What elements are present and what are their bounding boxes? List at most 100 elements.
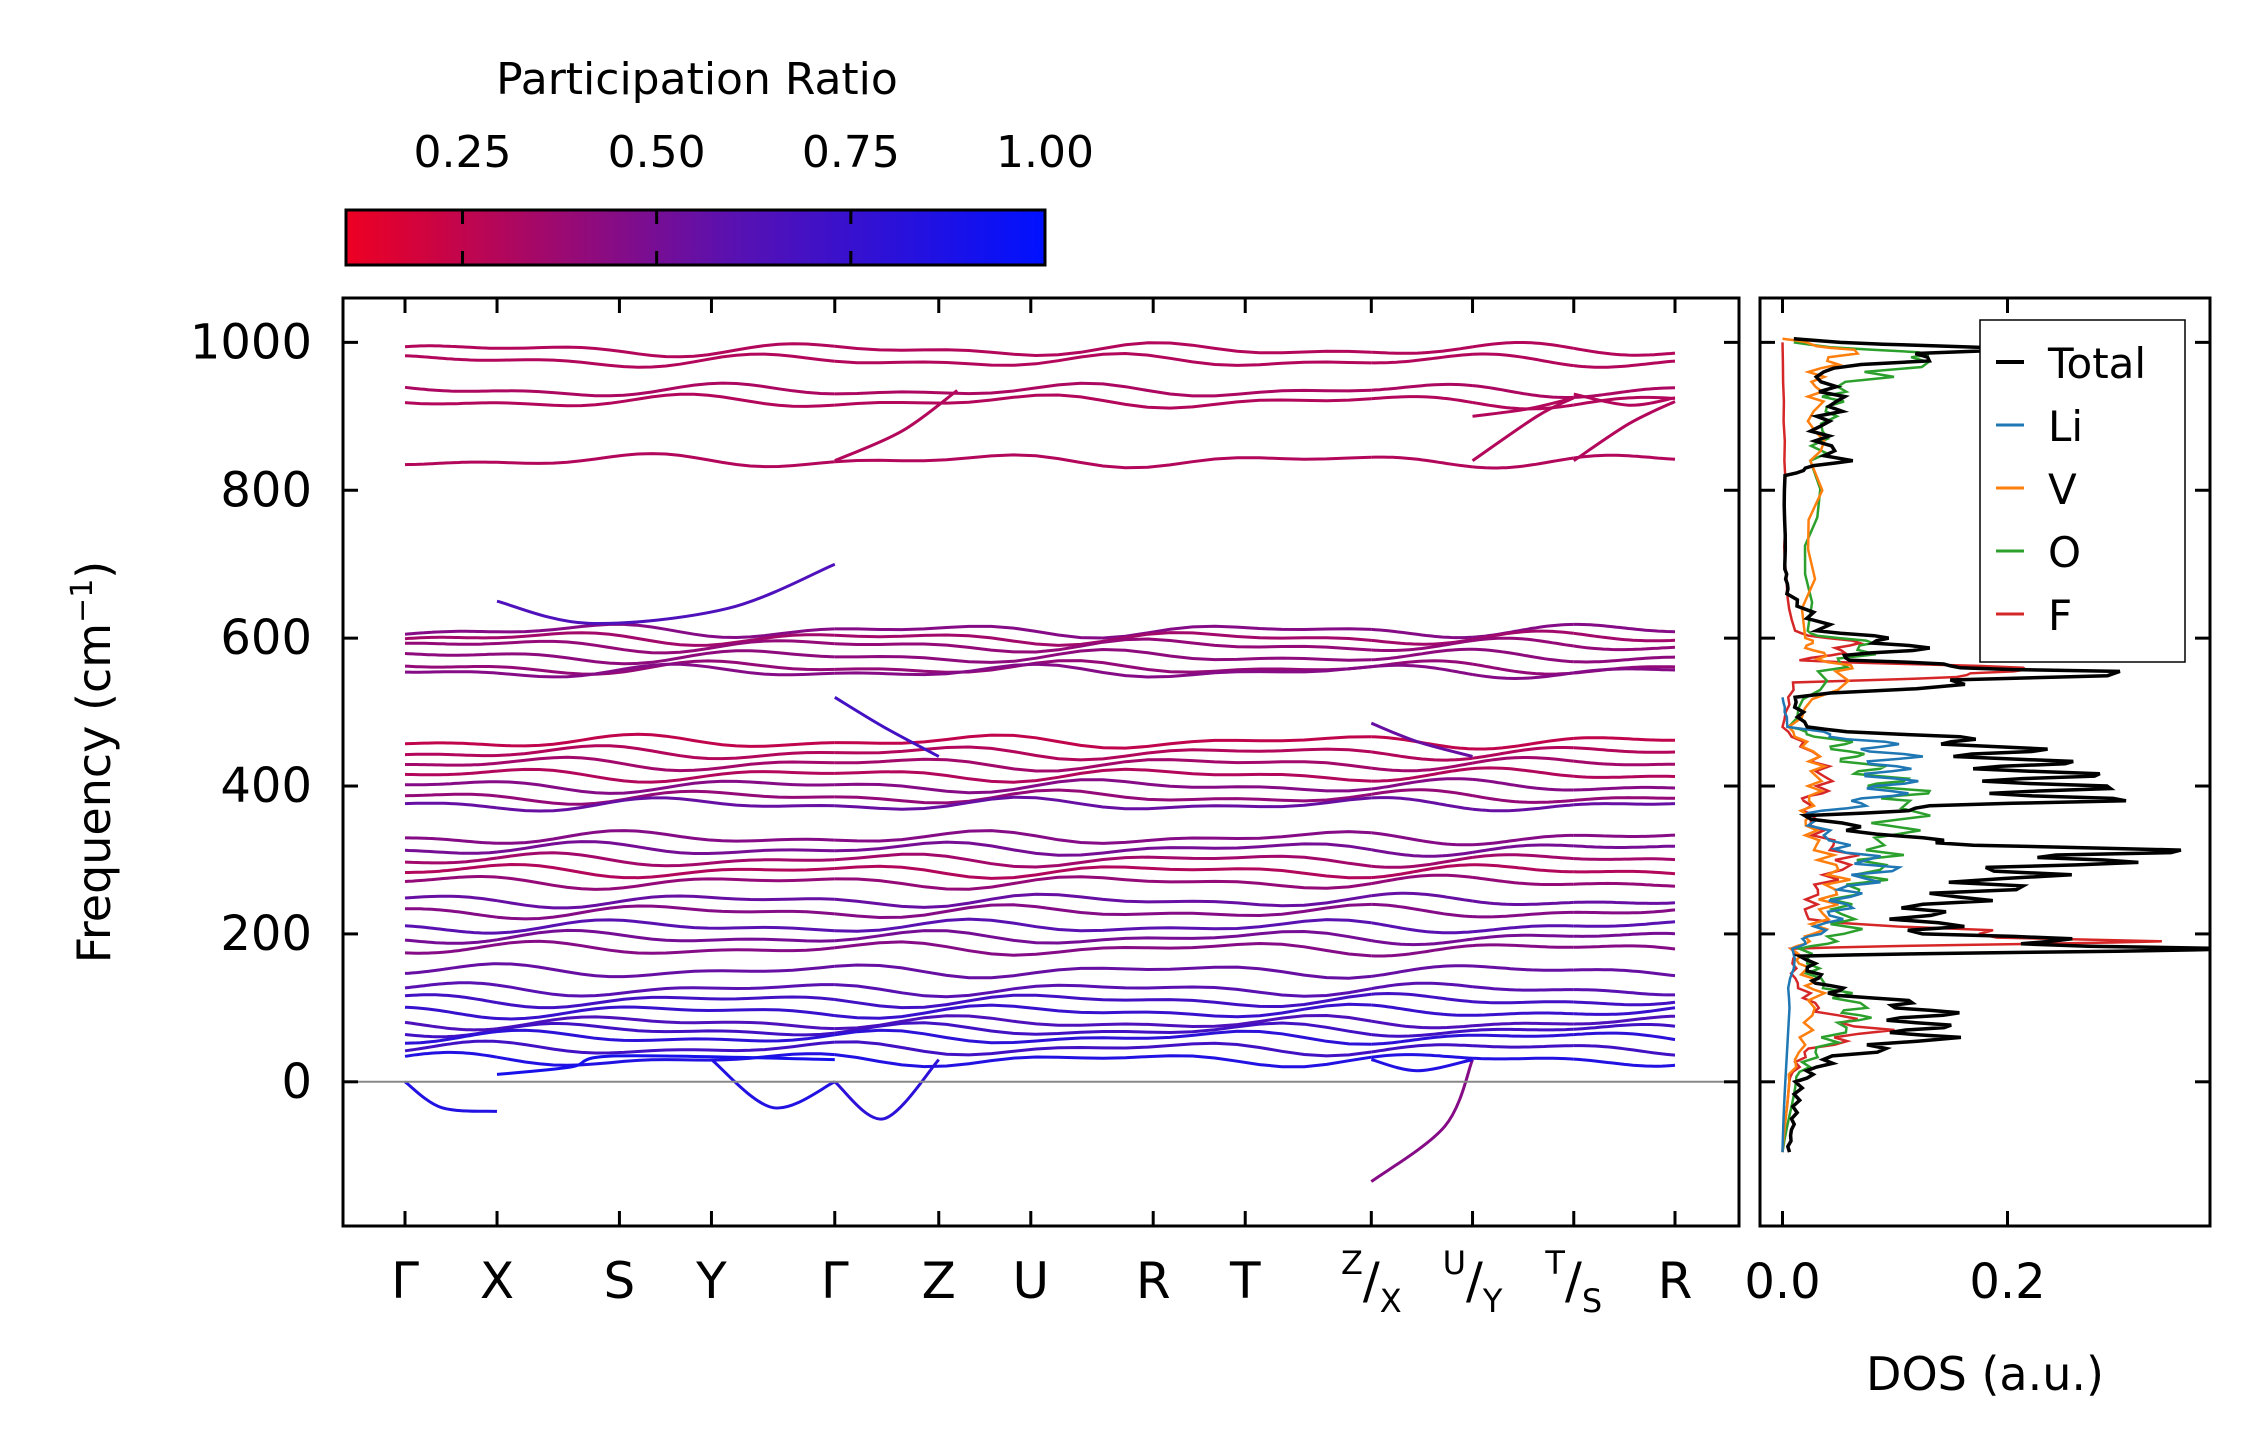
band-line [1573,392,1676,407]
band-line [1371,761,1473,773]
band-line [1573,802,1676,807]
y-tick-label: 200 [220,906,312,962]
band-ylabel: Frequency (cm−1) [65,561,121,964]
band-line [834,788,1372,805]
band-line [1472,1033,1574,1038]
band-line [834,393,1372,410]
band-line [496,789,835,806]
band-line [404,792,498,798]
band-line [1472,875,1574,886]
band-line [1371,767,1473,783]
dos-line-total [1782,336,2210,1153]
colorbar-bar [344,208,1047,267]
band-line [834,852,1372,869]
colorbar-ticks: 0.25 0.50 0.75 1.00 [414,127,1094,265]
band-line [834,733,1372,750]
band-line [1370,1059,1474,1183]
band-line [496,755,835,773]
band-line [1472,766,1574,778]
band-line [496,662,835,679]
k-tick-label: Y [695,1252,727,1310]
band-line [1573,395,1676,407]
band-line [1472,671,1575,681]
band-line [834,929,1372,945]
band-line [834,917,1372,933]
band-line [1573,833,1676,838]
band-line [1573,736,1675,742]
band-line [497,342,835,359]
band-line [1371,796,1473,811]
band-line [404,741,498,747]
band-line [496,983,835,998]
band-line [1371,831,1473,847]
band-line [1472,853,1574,861]
band-line [404,1050,498,1059]
band-line [1573,631,1676,643]
dos-legend-label: Total [2047,339,2146,388]
band-line [405,863,498,874]
band-line [834,637,1372,654]
band-line [404,801,498,810]
band-line [1472,1056,1574,1061]
k-tick-label: U [1012,1252,1049,1310]
band-line [496,562,836,626]
band-line [834,696,940,758]
band-line [1371,1043,1473,1054]
band-line [1573,1057,1676,1068]
band-line [1371,964,1473,978]
band-line [1472,985,1574,992]
band-line [834,795,1372,811]
band-line [1371,395,1473,404]
k-tick-label: T [1229,1252,1261,1310]
band-line [404,875,498,883]
band-line [834,983,1372,999]
band-line [1370,1058,1473,1073]
band-line [405,641,498,646]
band-line [1472,746,1574,760]
band-line [1573,844,1675,849]
band-line [1371,627,1473,640]
band-line [496,796,835,813]
band-line [834,647,1372,664]
band-line [404,943,498,955]
band-line [1573,386,1676,399]
dos-line-li [1781,697,1924,1153]
band-line [834,453,1372,470]
band-line [1371,863,1473,880]
band-line [1472,352,1574,368]
band-line [834,767,1372,784]
band-line [1472,1044,1574,1049]
band-line [496,352,835,369]
band-line [1472,647,1574,664]
band-line [496,639,835,655]
band-line [405,836,498,845]
band-line [1371,639,1473,652]
band-line [834,892,1372,909]
band-line [834,351,1372,367]
dos-legend-label: V [2048,465,2077,514]
dos-xlabel: DOS (a.u.) [1866,1347,2104,1401]
band-line [1573,774,1676,779]
band-line [1371,750,1473,762]
y-tick-label: 0 [281,1054,312,1110]
band-line [834,1040,1372,1058]
band-line [496,928,835,943]
dos-legend: Total Li VOF [1979,319,2186,663]
band-line [1472,794,1574,804]
band-line [404,769,498,777]
k-tick-label: Γ [821,1252,849,1310]
band-line [1472,863,1574,874]
band-line [1472,933,1574,941]
band-line [496,452,835,469]
band-line [1472,1027,1574,1032]
k-tick-label: T/S [1544,1244,1602,1320]
band-line [1472,833,1574,847]
band-line [1472,662,1574,676]
band-line [834,840,1372,857]
band-line [1371,663,1473,676]
k-tick-label: S [604,1252,636,1310]
band-line [1472,396,1575,418]
band-line [404,894,498,903]
dos-x-tick-label: 0.0 [1744,1254,1820,1310]
